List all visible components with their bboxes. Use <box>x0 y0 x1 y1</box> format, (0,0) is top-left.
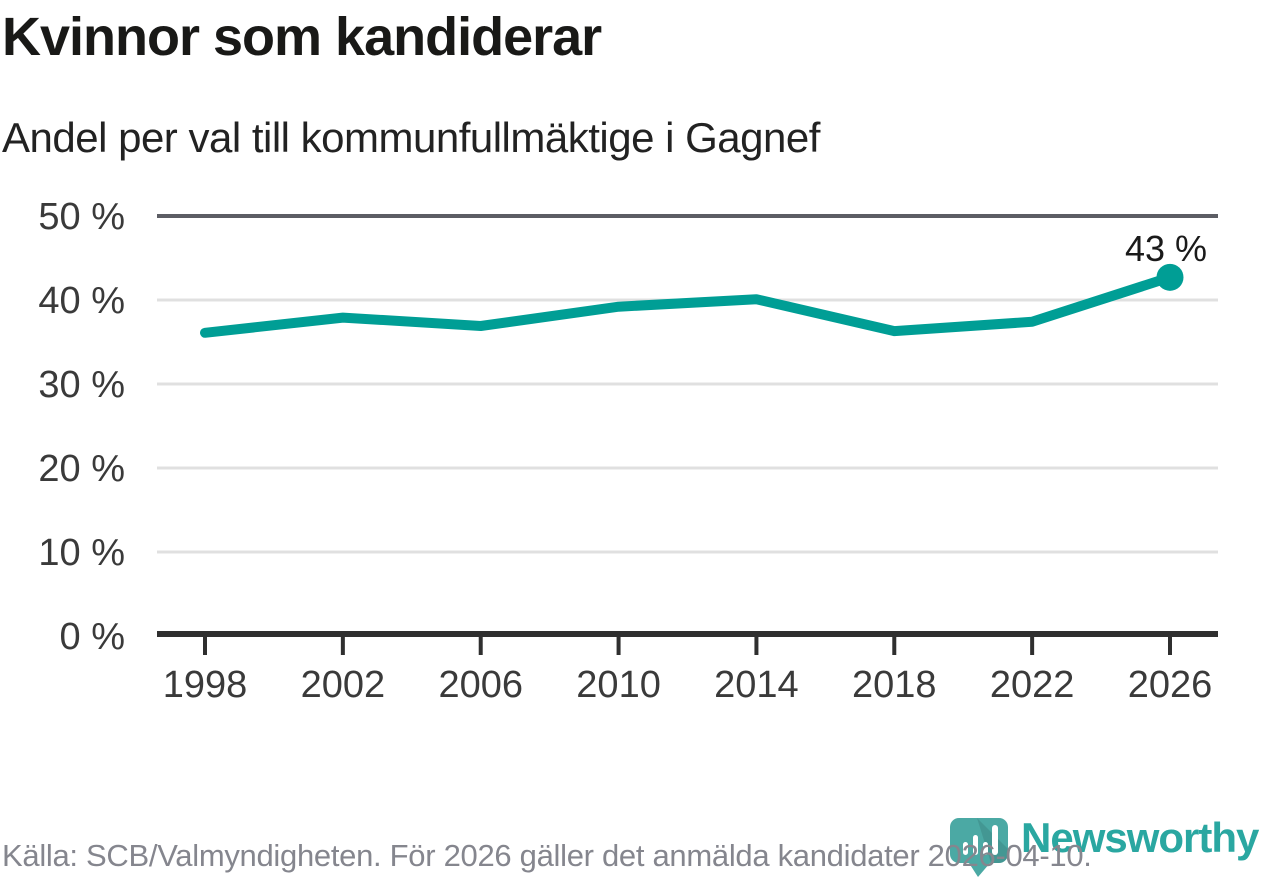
pin-barchart-bars <box>963 825 998 855</box>
x-tick-label: 2018 <box>852 664 937 706</box>
y-tick-label: 10 % <box>38 532 125 574</box>
x-tick-label: 2010 <box>576 664 661 706</box>
y-tick-label: 40 % <box>38 280 125 322</box>
y-tick-label: 30 % <box>38 364 125 406</box>
chart-subtitle: Andel per val till kommunfullmäktige i G… <box>2 114 820 161</box>
chart-title: Kvinnor som kandiderar <box>2 7 602 67</box>
x-tick-label: 2014 <box>714 664 799 706</box>
end-point-label: 43 % <box>1125 228 1207 269</box>
newsworthy-logo: Newsworthy <box>945 810 1262 879</box>
x-tick-label: 2022 <box>990 664 1075 706</box>
source-note: Källa: SCB/Valmyndigheten. För 2026 gäll… <box>2 838 1092 873</box>
newsworthy-pin-icon <box>950 818 1008 877</box>
y-tick-label: 50 % <box>38 196 125 238</box>
y-tick-label: 20 % <box>38 448 125 490</box>
x-tick-label: 2006 <box>438 664 523 706</box>
newsworthy-logo-text: Newsworthy <box>1021 814 1259 861</box>
x-tick-label: 2002 <box>301 664 386 706</box>
x-tick-label: 1998 <box>163 664 248 706</box>
pin-shape <box>950 818 1008 877</box>
y-tick-label: 0 % <box>60 616 125 658</box>
data-line <box>200 272 1175 338</box>
end-point-marker <box>1156 263 1184 291</box>
x-tick-label: 2026 <box>1128 664 1213 706</box>
